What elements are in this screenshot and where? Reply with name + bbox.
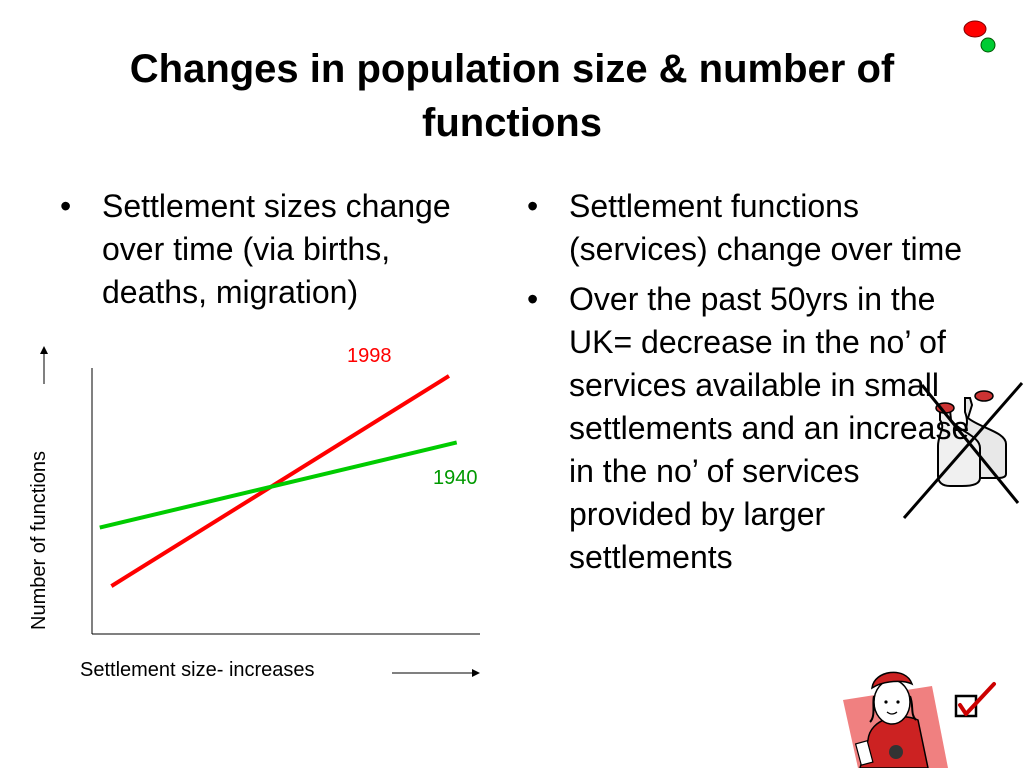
bullet-text: Settlement functions (services) change o… — [569, 188, 963, 267]
slide-title: Changes in population size & number of f… — [129, 47, 895, 145]
bullet-item: • Over the past 50yrs in the UK= decreas… — [527, 278, 977, 579]
bullet-dot: • — [60, 188, 72, 224]
red-dot-icon — [963, 20, 987, 38]
left-bullet-list: • Settlement sizes change over time (via… — [60, 185, 490, 321]
y-axis-label: Number of functions — [28, 451, 50, 630]
bullet-dot: • — [527, 188, 539, 224]
series-label-1998: 1998 — [347, 345, 392, 367]
series-label-1940: 1940 — [433, 467, 478, 489]
checked-box-icon — [954, 682, 996, 718]
right-bullet-list: • Settlement functions (services) change… — [527, 185, 977, 586]
shopper-clipart-icon — [843, 671, 948, 768]
bullet-text: Over the past 50yrs in the UK= decrease … — [569, 281, 970, 575]
bullet-item: • Settlement functions (services) change… — [527, 185, 977, 271]
chart-series-layer — [99, 374, 458, 588]
x-label-arrowhead — [472, 669, 480, 677]
x-axis-label: Settlement size- increases — [80, 659, 315, 681]
series-line-1940 — [99, 440, 458, 530]
series-line-1998 — [110, 374, 451, 588]
bullet-item: • Settlement sizes change over time (via… — [60, 185, 490, 314]
cross-out-icon — [902, 382, 1024, 519]
bullet-text: Settlement sizes change over time (via b… — [102, 188, 451, 310]
bullet-dot: • — [527, 281, 539, 317]
y-label-arrowhead — [40, 346, 48, 354]
green-dot-icon — [980, 37, 996, 53]
